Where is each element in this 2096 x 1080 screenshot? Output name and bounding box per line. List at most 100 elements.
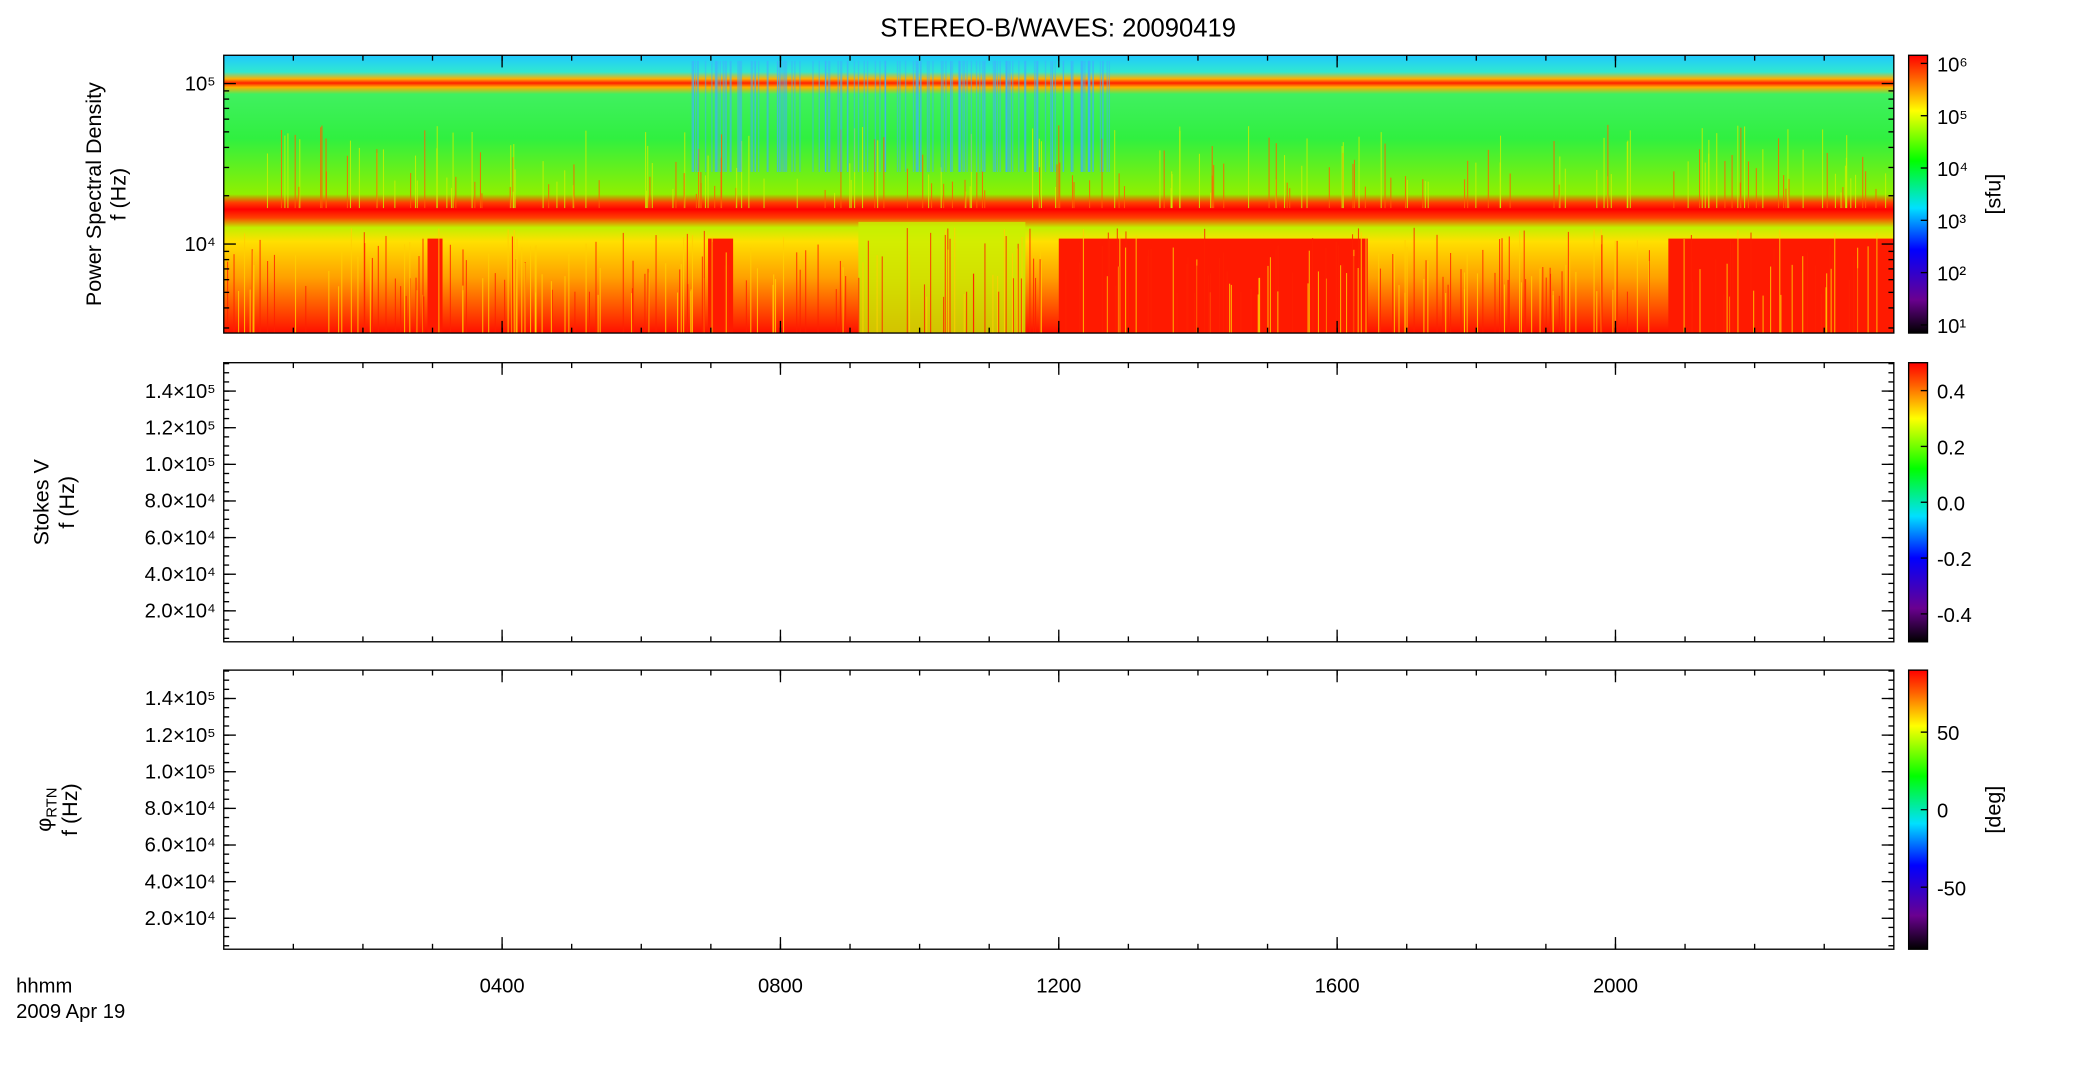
spectrogram-streak — [1032, 128, 1034, 209]
spectrogram-streak — [1825, 287, 1827, 334]
spectrogram-streak — [1119, 234, 1121, 334]
spectrogram-streak — [690, 289, 692, 334]
spectrogram-streak — [1135, 235, 1137, 334]
spectrogram-streak — [1753, 290, 1755, 334]
spectrogram-streak — [548, 184, 550, 209]
spectrogram-streak — [267, 260, 269, 334]
spectrogram-streak — [655, 235, 657, 334]
spectrogram-streak — [796, 178, 798, 209]
spectrogram-streak — [835, 289, 837, 334]
spectrogram-streak — [1549, 273, 1552, 334]
panel-frame — [223, 669, 1895, 950]
colorbar — [1907, 54, 1929, 334]
spectrogram-streak — [976, 172, 978, 209]
spectrogram-streak — [1834, 233, 1836, 334]
spectrogram-streak — [1102, 60, 1104, 172]
spectrogram-streak — [450, 187, 453, 209]
spectrogram-streak — [1729, 240, 1732, 334]
y-axis-label: Stokes V — [29, 458, 54, 545]
spectrogram-streak — [1258, 277, 1260, 334]
spectrogram-streak — [837, 60, 839, 172]
spectrogram-streak — [881, 256, 883, 334]
spectrogram-streak — [981, 171, 984, 209]
spectrogram-streak — [1084, 60, 1086, 172]
spectrogram-streak — [364, 243, 366, 334]
spectrogram-streak — [382, 149, 385, 209]
spectrogram-streak — [1257, 294, 1259, 334]
spectrogram-streak — [1055, 186, 1057, 209]
spectrogram-streak — [394, 278, 396, 334]
spectrogram-streak — [1325, 247, 1327, 334]
spectrogram-streak — [1567, 231, 1569, 334]
spectrogram-streak — [1106, 276, 1108, 334]
spectrogram-streak — [906, 228, 908, 334]
spectrogram-streak — [455, 176, 457, 209]
spectrogram-streak — [721, 134, 723, 209]
spectrogram-streak — [572, 185, 574, 209]
colorbar-tick-label: 10⁴ — [1937, 159, 1968, 181]
spectrogram-streak — [757, 60, 760, 172]
spectrogram-streak — [827, 60, 830, 172]
spectrogram-streak — [928, 60, 930, 172]
spectrogram-streak — [1648, 260, 1650, 334]
spectrogram-streak — [1467, 160, 1469, 209]
spectrogram-block — [1058, 238, 1368, 334]
spectrogram-streak — [1115, 285, 1117, 334]
spectrogram-streak — [1172, 247, 1174, 334]
spectrogram-streak — [338, 286, 340, 334]
spectrogram-streak — [966, 60, 968, 172]
spectrogram-streak — [1787, 129, 1789, 209]
spectrogram-streak — [1038, 167, 1041, 209]
spectrogram-streak — [874, 139, 876, 209]
spectrogram-streak — [299, 139, 301, 209]
spectrogram-streak — [964, 179, 966, 209]
spectrogram-streak — [954, 227, 956, 334]
spectrogram-streak — [1850, 178, 1852, 209]
x-axis-label: 2009 Apr 19 — [16, 1001, 125, 1023]
spectrogram-streak — [703, 230, 705, 334]
spectrogram-streak — [1342, 142, 1344, 209]
spectrogram-streak — [1269, 257, 1271, 334]
spectrogram-streak — [1352, 163, 1354, 209]
spectrogram-streak — [1020, 278, 1022, 334]
spectrogram-streak — [1089, 180, 1091, 209]
y-tick-label: 8.0×10⁴ — [145, 491, 216, 513]
spectrogram-streak — [876, 255, 878, 334]
spectrogram-streak — [776, 60, 779, 172]
spectrogram-streak — [598, 180, 600, 209]
spectrogram-streak — [1791, 264, 1793, 334]
x-tick-label: 1200 — [1036, 975, 1081, 997]
spectrogram-streak — [1698, 149, 1701, 209]
spectrogram-streak — [438, 228, 440, 334]
spectrogram-streak — [482, 278, 484, 334]
spectrogram-streak — [1127, 282, 1129, 334]
spectrogram-streak — [574, 291, 576, 334]
spectrogram-streak — [805, 250, 807, 334]
spectrogram-streak — [992, 60, 995, 172]
spectrogram-streak — [449, 244, 451, 334]
spectrogram-streak — [1159, 150, 1161, 209]
spectrogram-streak — [1275, 249, 1277, 334]
spectrogram-streak — [1012, 60, 1014, 172]
spectrogram-streak — [1542, 267, 1544, 334]
spectrogram-streak — [1777, 138, 1780, 209]
spectrogram-streak — [630, 293, 633, 334]
spectrogram-streak — [1466, 253, 1468, 334]
spectrogram-streak — [414, 155, 417, 209]
spectrogram-streak — [1404, 239, 1406, 334]
spectrogram-streak — [1218, 257, 1221, 334]
spectrogram-streak — [1118, 266, 1120, 334]
spectrogram-streak — [1081, 60, 1083, 172]
spectrogram-streak — [227, 261, 229, 334]
spectrogram-streak — [511, 236, 513, 334]
spectrogram-streak — [1822, 129, 1824, 209]
spectrogram-streak — [1739, 182, 1741, 209]
spectrogram-streak — [1084, 288, 1086, 334]
spectrogram-streak — [942, 60, 944, 172]
y-axis-label: f (Hz) — [105, 168, 130, 221]
spectrogram-streak — [1552, 295, 1554, 334]
y-tick-label: 1.2×10⁵ — [145, 417, 216, 439]
spectrogram-streak — [1033, 258, 1035, 334]
spectrogram-streak — [951, 181, 954, 209]
spectrogram-streak — [756, 268, 758, 334]
